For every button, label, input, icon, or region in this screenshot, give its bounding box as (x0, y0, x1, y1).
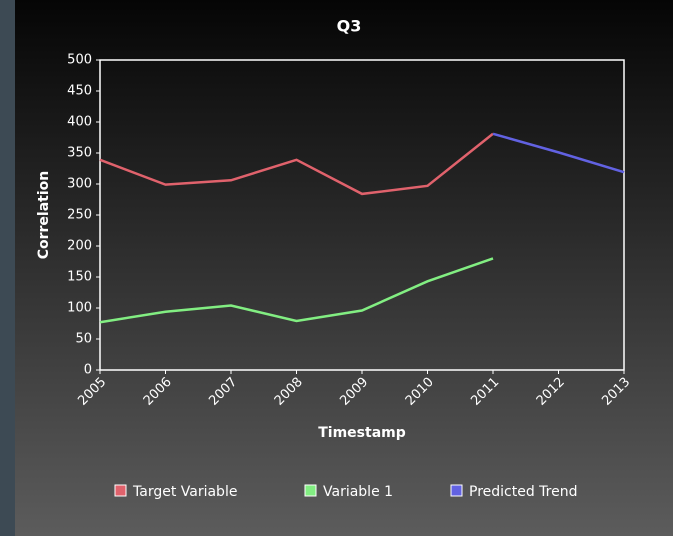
x-tick-label: 2008 (272, 375, 306, 409)
y-tick-label: 100 (67, 301, 92, 316)
x-tick-label: 2011 (468, 375, 502, 409)
y-tick-label: 0 (84, 363, 92, 378)
x-tick-label: 2009 (337, 375, 371, 409)
legend-swatch (114, 484, 127, 497)
line-series (99, 257, 494, 324)
x-axis-label: Timestamp (318, 425, 406, 441)
x-tick-label: 2006 (141, 375, 175, 409)
legend-swatch (304, 484, 317, 497)
y-tick-label: 350 (67, 146, 92, 161)
x-tick-label: 2005 (75, 375, 109, 409)
x-tick-label: 2010 (403, 375, 437, 409)
panel (15, 0, 673, 536)
chart-title: Q3 (337, 17, 362, 36)
legend-swatch (450, 484, 463, 497)
y-tick-label: 200 (67, 239, 92, 254)
y-tick-label: 450 (67, 84, 92, 99)
y-tick-label: 400 (67, 115, 92, 130)
y-tick-label: 50 (75, 332, 92, 347)
y-tick-label: 250 (67, 208, 92, 223)
legend-label: Variable 1 (323, 484, 393, 500)
legend-label: Predicted Trend (469, 484, 578, 500)
line-series (492, 132, 625, 174)
x-tick-label: 2013 (599, 375, 633, 409)
y-axis-label: Correlation (36, 171, 52, 260)
x-tick-label: 2012 (534, 375, 568, 409)
y-tick-label: 300 (67, 177, 92, 192)
plot-area (99, 59, 625, 371)
line-series (99, 132, 494, 196)
legend-label: Target Variable (132, 484, 237, 500)
y-tick-label: 500 (67, 53, 92, 68)
y-tick-label: 150 (67, 270, 92, 285)
x-tick-label: 2007 (206, 375, 240, 409)
